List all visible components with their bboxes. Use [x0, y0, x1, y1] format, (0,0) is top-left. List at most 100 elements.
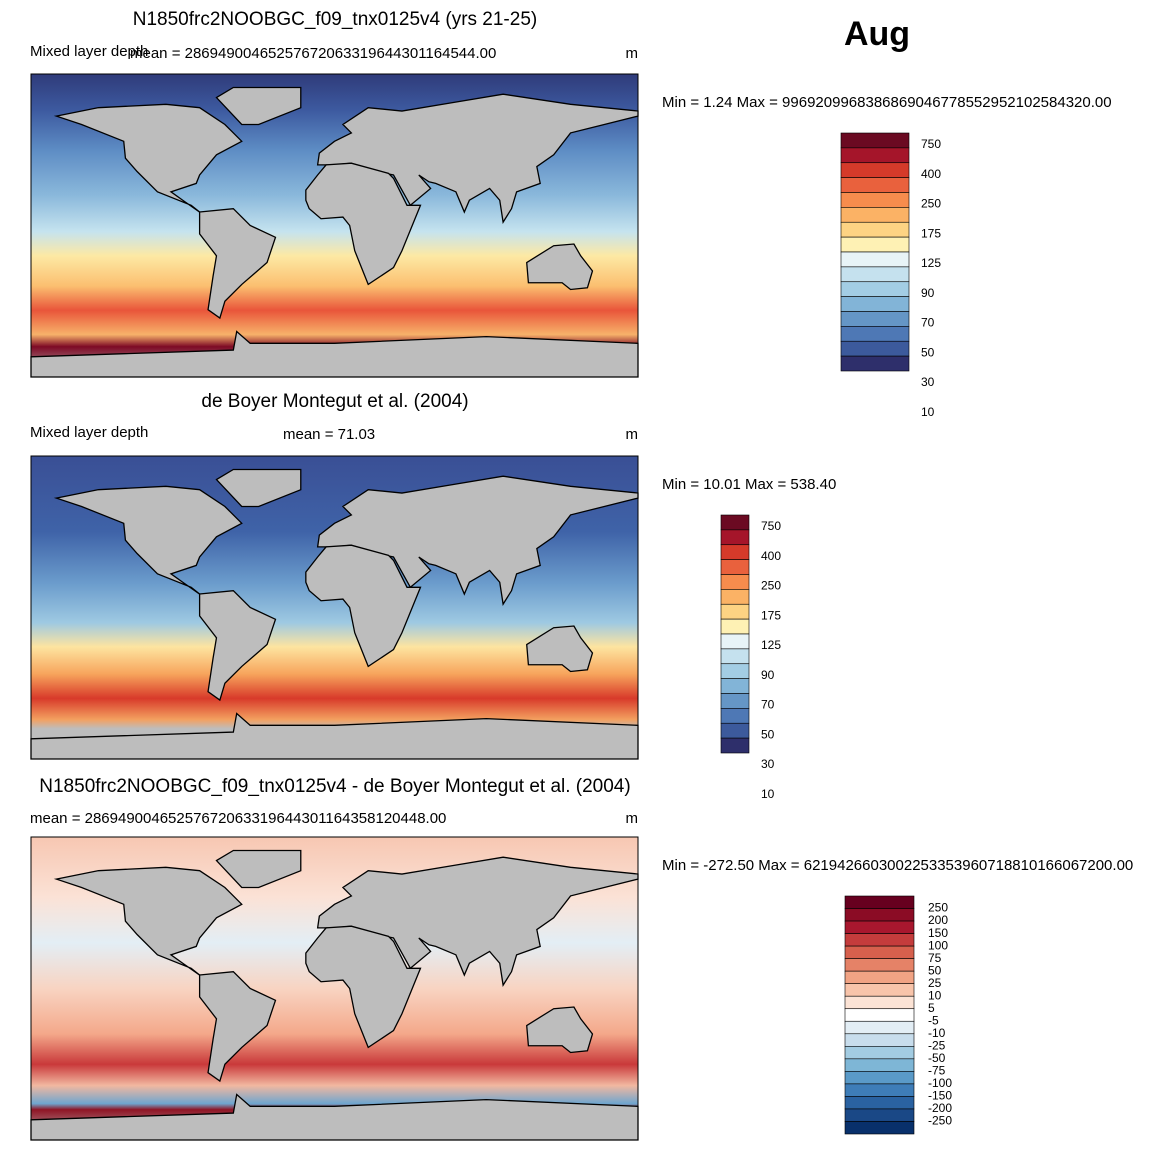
colorbar-box: [720, 559, 750, 575]
colorbar-box: [840, 132, 910, 149]
colorbar-label: 400: [921, 167, 941, 181]
colorbar-label: -150: [928, 1089, 952, 1103]
stats: Min = 1.24 Max = 99692099683868690467785…: [662, 94, 1112, 111]
map-frame: [30, 455, 639, 760]
colorbar-label: 250: [761, 579, 781, 593]
colorbar-label: 50: [921, 345, 935, 359]
colorbar-label: 125: [761, 638, 781, 652]
colorbar-box: [840, 311, 910, 327]
month: Aug: [844, 15, 910, 53]
colorbar-label: 175: [921, 226, 941, 240]
colorbar-box: [720, 708, 750, 724]
land: [316, 475, 639, 606]
colorbar-box: [720, 722, 750, 739]
colorbar-label: 125: [921, 256, 941, 270]
mean-label: mean = 71.03: [283, 426, 375, 443]
land: [53, 866, 243, 976]
left-label: Mixed layer depth: [30, 424, 148, 441]
colorbar-label: 70: [921, 316, 935, 330]
colorbar-label: -100: [928, 1076, 952, 1090]
colorbar-box: [840, 236, 910, 253]
colorbar-box: [844, 958, 915, 972]
colorbar-label: 25: [928, 976, 942, 990]
mean-label: mean = 286949004652576720633196443011645…: [130, 45, 496, 62]
land: [215, 468, 302, 508]
land: [526, 243, 594, 291]
colorbar-box: [844, 1008, 915, 1022]
land: [198, 589, 277, 702]
colorbar-label: -5: [928, 1013, 939, 1027]
colorbar-label: 100: [928, 938, 948, 952]
colorbar-box: [844, 1046, 915, 1060]
colorbar-box: [844, 983, 915, 997]
colorbar-box: [844, 895, 915, 909]
colorbar-box: [844, 1033, 915, 1047]
colorbar-box: [844, 1083, 915, 1097]
units: m: [626, 45, 639, 62]
colorbar-label: 150: [928, 926, 948, 940]
map: [30, 836, 639, 1141]
colorbar-box: [844, 945, 915, 959]
left-label: Mixed layer depth: [30, 43, 148, 60]
colorbar-label: 750: [761, 519, 781, 533]
colorbar-box: [844, 920, 915, 934]
colorbar-box: [844, 1071, 915, 1085]
colorbar-box: [720, 678, 750, 694]
land: [305, 544, 422, 668]
colorbar-box: [844, 908, 915, 922]
colorbar-label: 30: [761, 757, 775, 771]
colorbar-label: 10: [928, 988, 942, 1002]
colorbar-box: [720, 514, 750, 531]
colorbar-label: 70: [761, 698, 775, 712]
colorbar-box: [844, 1108, 915, 1122]
panel-title: de Boyer Montegut et al. (2004): [201, 391, 468, 412]
land: [526, 625, 594, 673]
colorbar-label: 10: [761, 787, 775, 801]
colorbar-box: [840, 147, 910, 164]
map-frame: [30, 836, 639, 1141]
colorbar-box: [720, 633, 750, 650]
colorbar-box: [840, 192, 910, 208]
colorbar-label: 250: [928, 901, 948, 915]
colorbar-box: [844, 1058, 915, 1072]
colorbar-label: 90: [761, 668, 775, 682]
colorbar-label: 5: [928, 1001, 935, 1015]
colorbar-box: [720, 693, 750, 709]
colorbar-label: 175: [761, 608, 781, 622]
colorbar-box: [840, 207, 910, 223]
units: m: [626, 810, 639, 827]
colorbar-box: [840, 162, 910, 178]
colorbar-box: [844, 1096, 915, 1110]
colorbar-label: 250: [921, 197, 941, 211]
colorbar-box: [720, 618, 750, 635]
colorbar-box: [840, 266, 910, 283]
colorbar-box: [840, 340, 910, 357]
colorbar-box: [840, 251, 910, 268]
stats: Min = 10.01 Max = 538.40: [662, 476, 836, 493]
land: [198, 207, 277, 320]
colorbar-box: [844, 1020, 915, 1035]
colorbar-box: [840, 221, 910, 238]
colorbar-label: 750: [921, 137, 941, 151]
colorbar-box: [844, 995, 915, 1010]
colorbar-box: [840, 326, 910, 342]
land: [526, 1006, 594, 1054]
colorbar-box: [720, 529, 750, 546]
colorbar-label: 75: [928, 951, 942, 965]
colorbar-label: 10: [921, 405, 935, 419]
colorbar-box: [720, 737, 750, 754]
land: [316, 93, 639, 224]
colorbar-label: 90: [921, 286, 935, 300]
colorbar-box: [844, 933, 915, 947]
colorbar-label: -200: [928, 1101, 952, 1115]
land: [215, 849, 302, 889]
colorbar-label: -250: [928, 1114, 952, 1128]
colorbar-box: [720, 544, 750, 560]
panel-title: N1850frc2NOOBGC_f09_tnx0125v4 (yrs 21-25…: [133, 9, 537, 30]
colorbar-label: 400: [761, 549, 781, 563]
colorbar-label: -25: [928, 1038, 946, 1052]
land: [198, 970, 277, 1083]
stats: Min = -272.50 Max = 62194266030022533539…: [662, 857, 1133, 874]
colorbar-box: [720, 589, 750, 605]
